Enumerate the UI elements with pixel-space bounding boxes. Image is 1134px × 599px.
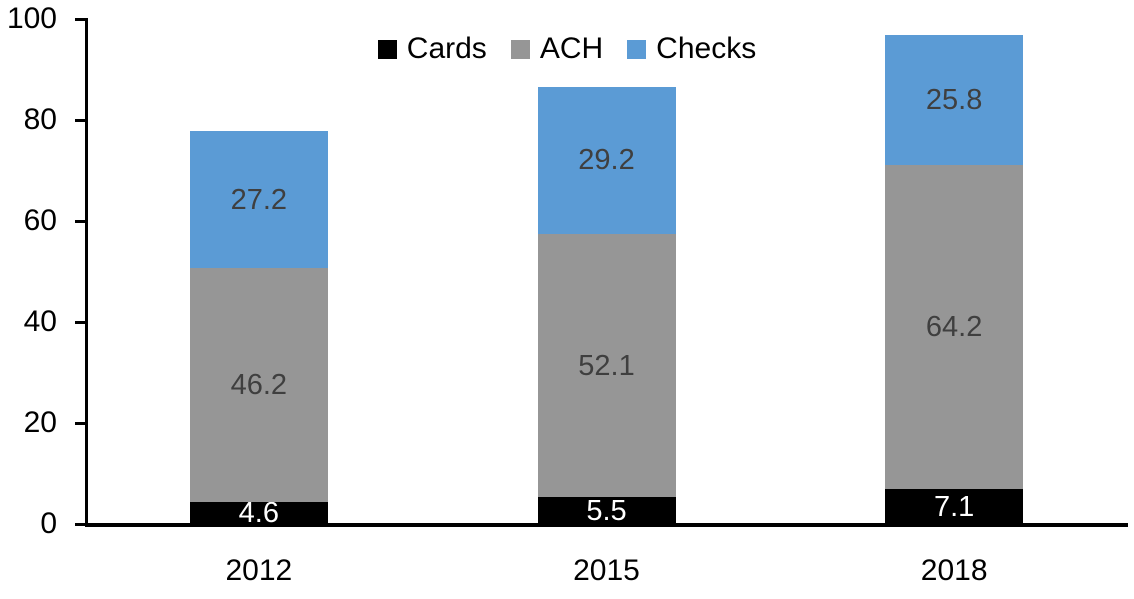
x-category-label-2015: 2015	[573, 554, 640, 587]
bar-segment-checks: 29.2	[537, 86, 676, 235]
y-tick-label: 20	[23, 406, 57, 439]
bar-value-label-checks-2015: 29.2	[578, 144, 635, 177]
bar-value-label-ach-2015: 52.1	[578, 349, 635, 382]
y-tick-label: 60	[23, 204, 57, 237]
legend-item-cards: Cards	[377, 32, 487, 66]
legend-swatch-cards-icon	[377, 39, 397, 59]
y-tick-mark	[75, 119, 85, 122]
bar-segment-ach: 46.2	[189, 268, 328, 502]
y-tick-mark	[75, 220, 85, 223]
y-tick-label: 0	[40, 507, 57, 540]
legend-label-ach: ACH	[539, 32, 604, 65]
legend: Cards ACH Checks	[0, 31, 1134, 67]
bar-segment-ach: 64.2	[885, 164, 1024, 490]
bar-segment-checks: 25.8	[885, 34, 1024, 165]
y-axis-line	[85, 18, 88, 527]
y-tick-mark	[75, 18, 85, 21]
bar-segment-cards: 7.1	[885, 489, 1024, 525]
bar-value-label-cards-2012: 4.6	[238, 497, 279, 530]
x-axis-line	[85, 523, 1128, 527]
y-tick-label: 80	[23, 103, 57, 136]
legend-item-ach: ACH	[510, 32, 604, 66]
bar-value-label-checks-2018: 25.8	[925, 83, 983, 116]
bar-segment-ach: 52.1	[537, 234, 676, 498]
bar-segment-cards: 4.6	[189, 498, 328, 528]
bar-segment-cards: 5.5	[537, 495, 676, 528]
legend-label-checks: Checks	[656, 32, 757, 65]
y-tick-label: 40	[23, 305, 57, 338]
x-category-label-2018: 2018	[920, 554, 988, 587]
y-tick-mark	[75, 422, 85, 425]
y-tick-mark	[75, 523, 85, 526]
legend-swatch-checks-icon	[627, 39, 647, 59]
bar-value-label-cards-2018: 7.1	[933, 491, 975, 524]
bar-value-label-cards-2015: 5.5	[586, 495, 627, 528]
x-category-label-2012: 2012	[225, 554, 293, 587]
bar-value-label-ach-2018: 64.2	[925, 311, 983, 344]
bar-value-label-ach-2012: 46.2	[230, 369, 288, 402]
legend-swatch-ach-icon	[510, 39, 530, 59]
bar-value-label-checks-2012: 27.2	[230, 183, 288, 216]
y-tick-label: 100	[6, 2, 57, 35]
legend-item-checks: Checks	[627, 32, 756, 66]
legend-label-cards: Cards	[406, 32, 487, 65]
bar-segment-checks: 27.2	[189, 131, 328, 269]
y-tick-mark	[75, 321, 85, 324]
